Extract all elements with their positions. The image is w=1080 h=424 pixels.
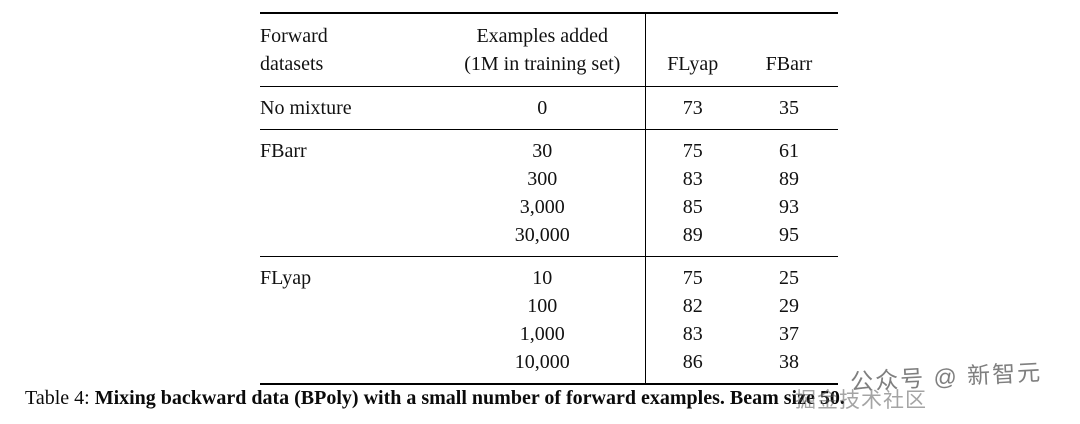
cell-dataset <box>260 165 440 193</box>
cell-fbarr: 29 <box>779 295 799 317</box>
cell-flyap: 89 <box>644 221 740 257</box>
header-forward-line1: Forward <box>260 25 328 47</box>
cell-fbarr: 95 <box>740 221 838 257</box>
cell-fbarr: 89 <box>779 168 799 190</box>
cell-dataset: No mixture <box>260 86 440 130</box>
cell-dataset <box>260 348 440 384</box>
header-forward-datasets: Forward datasets <box>260 13 440 87</box>
cell-dataset: FLyap <box>260 267 312 289</box>
table-row-fbarr-3000: 3,000 85 93 <box>260 193 838 221</box>
cell-flyap: 75 <box>644 256 740 292</box>
results-table: Forward datasets Examples added (1M in t… <box>260 12 838 385</box>
cell-examples: 100 <box>527 295 558 317</box>
cell-dataset: FBarr <box>260 140 307 162</box>
cell-fbarr: 25 <box>779 267 799 289</box>
cell-fbarr: 61 <box>779 140 799 162</box>
table-row-no-mixture: No mixture 0 73 35 <box>260 86 838 130</box>
cell-examples: 3,000 <box>519 196 565 218</box>
table-row-fbarr-30: FBarr 30 75 61 <box>260 129 838 165</box>
cell-fbarr: 35 <box>740 86 838 130</box>
table-header-row: Forward datasets Examples added (1M in t… <box>260 13 838 87</box>
cell-examples: 10 <box>532 267 553 289</box>
cell-examples: 30 <box>532 140 553 162</box>
cell-flyap: 83 <box>644 320 740 348</box>
table-container: Forward datasets Examples added (1M in t… <box>260 12 838 385</box>
header-examples-line2: (1M in training set) <box>464 53 621 75</box>
cell-fbarr: 37 <box>779 323 799 345</box>
table-row-fbarr-300: 300 83 89 <box>260 165 838 193</box>
cell-flyap: 86 <box>644 348 740 384</box>
cell-examples: 300 <box>527 168 558 190</box>
header-examples-added: Examples added (1M in training set) <box>440 13 645 87</box>
table-row-flyap-10000: 10,000 86 38 <box>260 348 838 384</box>
table-row-flyap-1000: 1,000 83 37 <box>260 320 838 348</box>
header-fbarr: FBarr <box>740 13 838 87</box>
cell-examples: 30,000 <box>440 221 645 257</box>
cell-examples: 10,000 <box>514 351 570 373</box>
cell-fbarr: 93 <box>779 196 799 218</box>
caption-label: Table 4: <box>25 387 95 409</box>
table-caption: Table 4: Mixing backward data (BPoly) wi… <box>25 387 1055 410</box>
cell-dataset <box>260 221 440 257</box>
cell-flyap: 73 <box>644 86 740 130</box>
header-flyap: FLyap <box>644 13 740 87</box>
table-row-fbarr-30000: 30,000 89 95 <box>260 221 838 257</box>
cell-examples: 1,000 <box>519 323 565 345</box>
cell-flyap: 83 <box>644 165 740 193</box>
cell-flyap: 85 <box>644 193 740 221</box>
cell-dataset <box>260 193 440 221</box>
header-examples-line1: Examples added <box>476 25 609 47</box>
cell-flyap: 82 <box>644 292 740 320</box>
table-row-flyap-10: FLyap 10 75 25 <box>260 256 838 292</box>
caption-text: Mixing backward data (BPoly) with a smal… <box>94 387 845 409</box>
header-forward-line2: datasets <box>260 53 324 75</box>
cell-flyap: 75 <box>644 129 740 165</box>
cell-fbarr: 38 <box>779 351 799 373</box>
cell-dataset <box>260 320 440 348</box>
cell-examples: 0 <box>440 86 645 130</box>
table-row-flyap-100: 100 82 29 <box>260 292 838 320</box>
cell-dataset <box>260 292 440 320</box>
